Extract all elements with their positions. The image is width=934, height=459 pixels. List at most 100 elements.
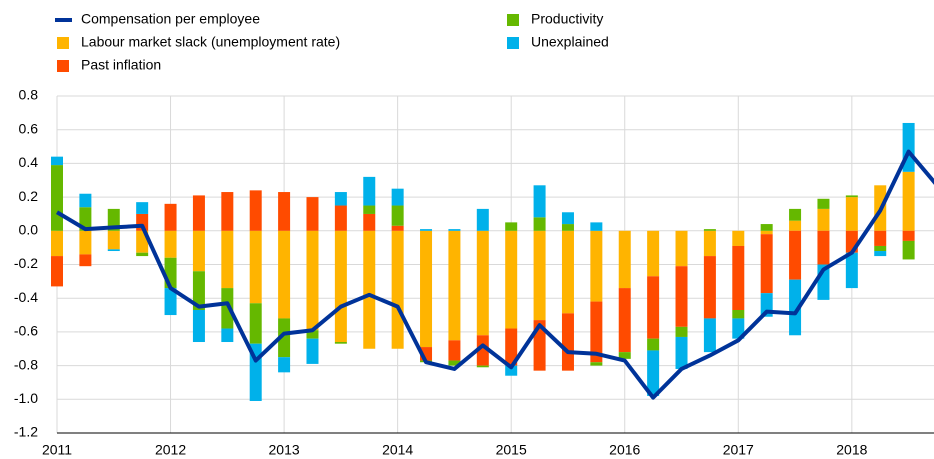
legend-swatch <box>507 14 519 26</box>
bar-segment <box>221 288 234 329</box>
bar-segment <box>618 230 631 289</box>
bar-segment <box>476 335 489 366</box>
bar-segment <box>874 251 887 257</box>
bar-segment <box>561 212 574 225</box>
y-tick-label: 0.8 <box>19 87 39 103</box>
bar-segment <box>306 338 319 364</box>
bar-segment <box>391 205 404 226</box>
bar-segment <box>420 230 433 348</box>
bar-segment <box>334 342 347 344</box>
bar-segment <box>420 229 433 231</box>
bar-segment <box>192 230 205 272</box>
bar-segment <box>505 222 518 231</box>
bar-segment <box>505 365 518 376</box>
bar-segment <box>533 230 546 321</box>
bar-segment <box>164 203 177 231</box>
x-tick-label: 2017 <box>723 442 754 458</box>
bars <box>51 122 915 401</box>
bar-segment <box>732 318 745 339</box>
bar-segment <box>789 230 802 280</box>
bar-segment <box>249 190 262 231</box>
y-tick-label: 0.6 <box>19 120 39 136</box>
bar-segment <box>249 343 262 401</box>
bar-segment <box>590 362 603 366</box>
bar-segment <box>136 252 149 257</box>
bar-segment <box>51 165 63 231</box>
bar-segment <box>902 171 915 231</box>
line <box>55 149 934 400</box>
bar-segment <box>675 266 688 327</box>
bar-segment <box>221 230 234 289</box>
bar-segment <box>675 230 688 267</box>
bar-segment <box>363 213 376 231</box>
x-tick-label: 2018 <box>836 442 867 458</box>
legend-label: Past inflation <box>81 57 161 73</box>
bar-segment <box>732 245 745 310</box>
bar-segment <box>79 193 92 208</box>
bar-segment <box>703 229 716 231</box>
bar-segment <box>249 230 262 304</box>
y-tick-label: -0.8 <box>14 356 38 372</box>
bar-segment <box>874 245 887 252</box>
y-tick-label: 0.4 <box>19 154 39 170</box>
bar-segment <box>391 188 404 206</box>
bar-segment <box>703 230 716 257</box>
bar-segment <box>505 328 518 366</box>
bar-segment <box>845 195 858 198</box>
bar-segment <box>448 229 461 231</box>
bar-segment <box>732 230 745 246</box>
bar-segment <box>789 208 802 221</box>
bar-segment <box>249 303 262 344</box>
bar-segment <box>647 230 660 277</box>
bar-segment <box>476 208 489 231</box>
bar-segment <box>391 230 404 349</box>
bar-segment <box>561 313 574 371</box>
lines <box>55 149 934 400</box>
axes: 0.80.60.40.20.0-0.2-0.4-0.6-0.8-1.0-1.22… <box>14 87 934 458</box>
bar-segment <box>817 198 830 209</box>
bar-segment <box>51 230 63 257</box>
x-tick-label: 2014 <box>382 442 413 458</box>
bar-segment <box>192 195 205 231</box>
bar-segment <box>789 279 802 336</box>
bar-segment <box>278 318 291 358</box>
bar-segment <box>306 197 319 231</box>
bar-segment <box>647 276 660 339</box>
bar-segment <box>760 230 773 235</box>
bar-segment <box>221 192 234 231</box>
bar-segment <box>51 256 63 287</box>
bar-segment <box>51 156 63 166</box>
bar-segment <box>476 365 489 368</box>
bar-segment <box>334 230 347 343</box>
bar-segment <box>448 360 461 366</box>
bar-segment <box>817 230 830 265</box>
bar-segment <box>363 230 376 349</box>
bar-segment <box>675 336 688 369</box>
legend-label: Labour market slack (unemployment rate) <box>81 34 340 50</box>
legend-label: Unexplained <box>531 34 609 50</box>
y-tick-label: -0.6 <box>14 323 38 339</box>
grid <box>56 95 934 434</box>
x-tick-label: 2016 <box>609 442 640 458</box>
bar-segment <box>845 197 858 231</box>
legend-swatch <box>57 37 69 49</box>
bar-segment <box>192 271 205 310</box>
y-tick-label: -1.2 <box>14 424 38 440</box>
bar-segment <box>164 230 177 258</box>
bar-segment <box>760 234 773 294</box>
bar-segment <box>79 230 92 255</box>
bar-segment <box>590 222 603 231</box>
bar-segment <box>760 224 773 231</box>
bar-segment <box>789 220 802 231</box>
bar-segment <box>306 330 319 339</box>
legend-swatch <box>57 60 69 72</box>
y-tick-label: -1.0 <box>14 390 38 406</box>
bar-segment <box>533 217 546 231</box>
bar-segment <box>732 309 745 319</box>
y-tick-label: 0.2 <box>19 188 39 204</box>
legend-label: Compensation per employee <box>81 11 260 27</box>
y-tick-label: -0.2 <box>14 255 38 271</box>
bar-segment <box>874 230 887 246</box>
bar-segment <box>164 288 177 316</box>
